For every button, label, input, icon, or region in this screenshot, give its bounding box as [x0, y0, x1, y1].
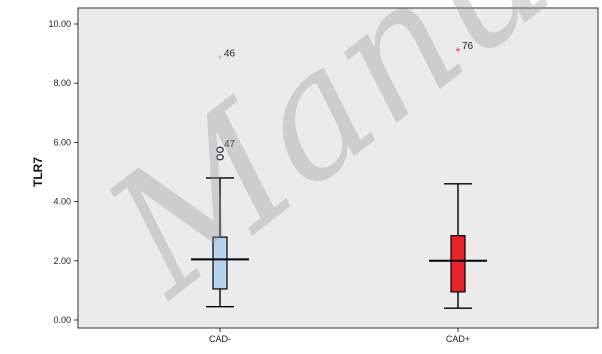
outlier-star: *: [456, 45, 461, 59]
x-tick-label: CAD-: [209, 334, 231, 344]
iqr-box: [212, 236, 228, 290]
x-tick-label: CAD+: [446, 334, 470, 344]
y-tick-label: 6.00: [53, 137, 71, 147]
iqr-box: [450, 235, 466, 293]
y-tick-label: 2.00: [53, 256, 71, 266]
box-cad: * 76: [429, 41, 487, 309]
outlier-label: 46: [224, 49, 236, 60]
outlier-circle: [216, 146, 224, 154]
plot-area: [77, 7, 599, 329]
y-tick-label: 0.00: [53, 315, 71, 325]
outlier-circle: [216, 153, 224, 161]
y-axis-label: TLR7: [31, 157, 45, 187]
outlier-label: 47: [224, 139, 236, 150]
y-tick-label: 10.00: [48, 19, 71, 29]
outlier-label: 76: [462, 41, 474, 52]
y-axis: 0.00 2.00 4.00 6.00 8.00 10.00: [48, 19, 78, 325]
y-tick-label: 4.00: [53, 197, 71, 207]
boxes: 47* 46 * 76: [191, 41, 487, 309]
y-tick-label: 8.00: [53, 78, 71, 88]
x-axis: CAD- CAD+: [209, 328, 470, 344]
box-cad: 47 * 46: [191, 49, 249, 308]
outlier-star: *: [218, 53, 223, 67]
